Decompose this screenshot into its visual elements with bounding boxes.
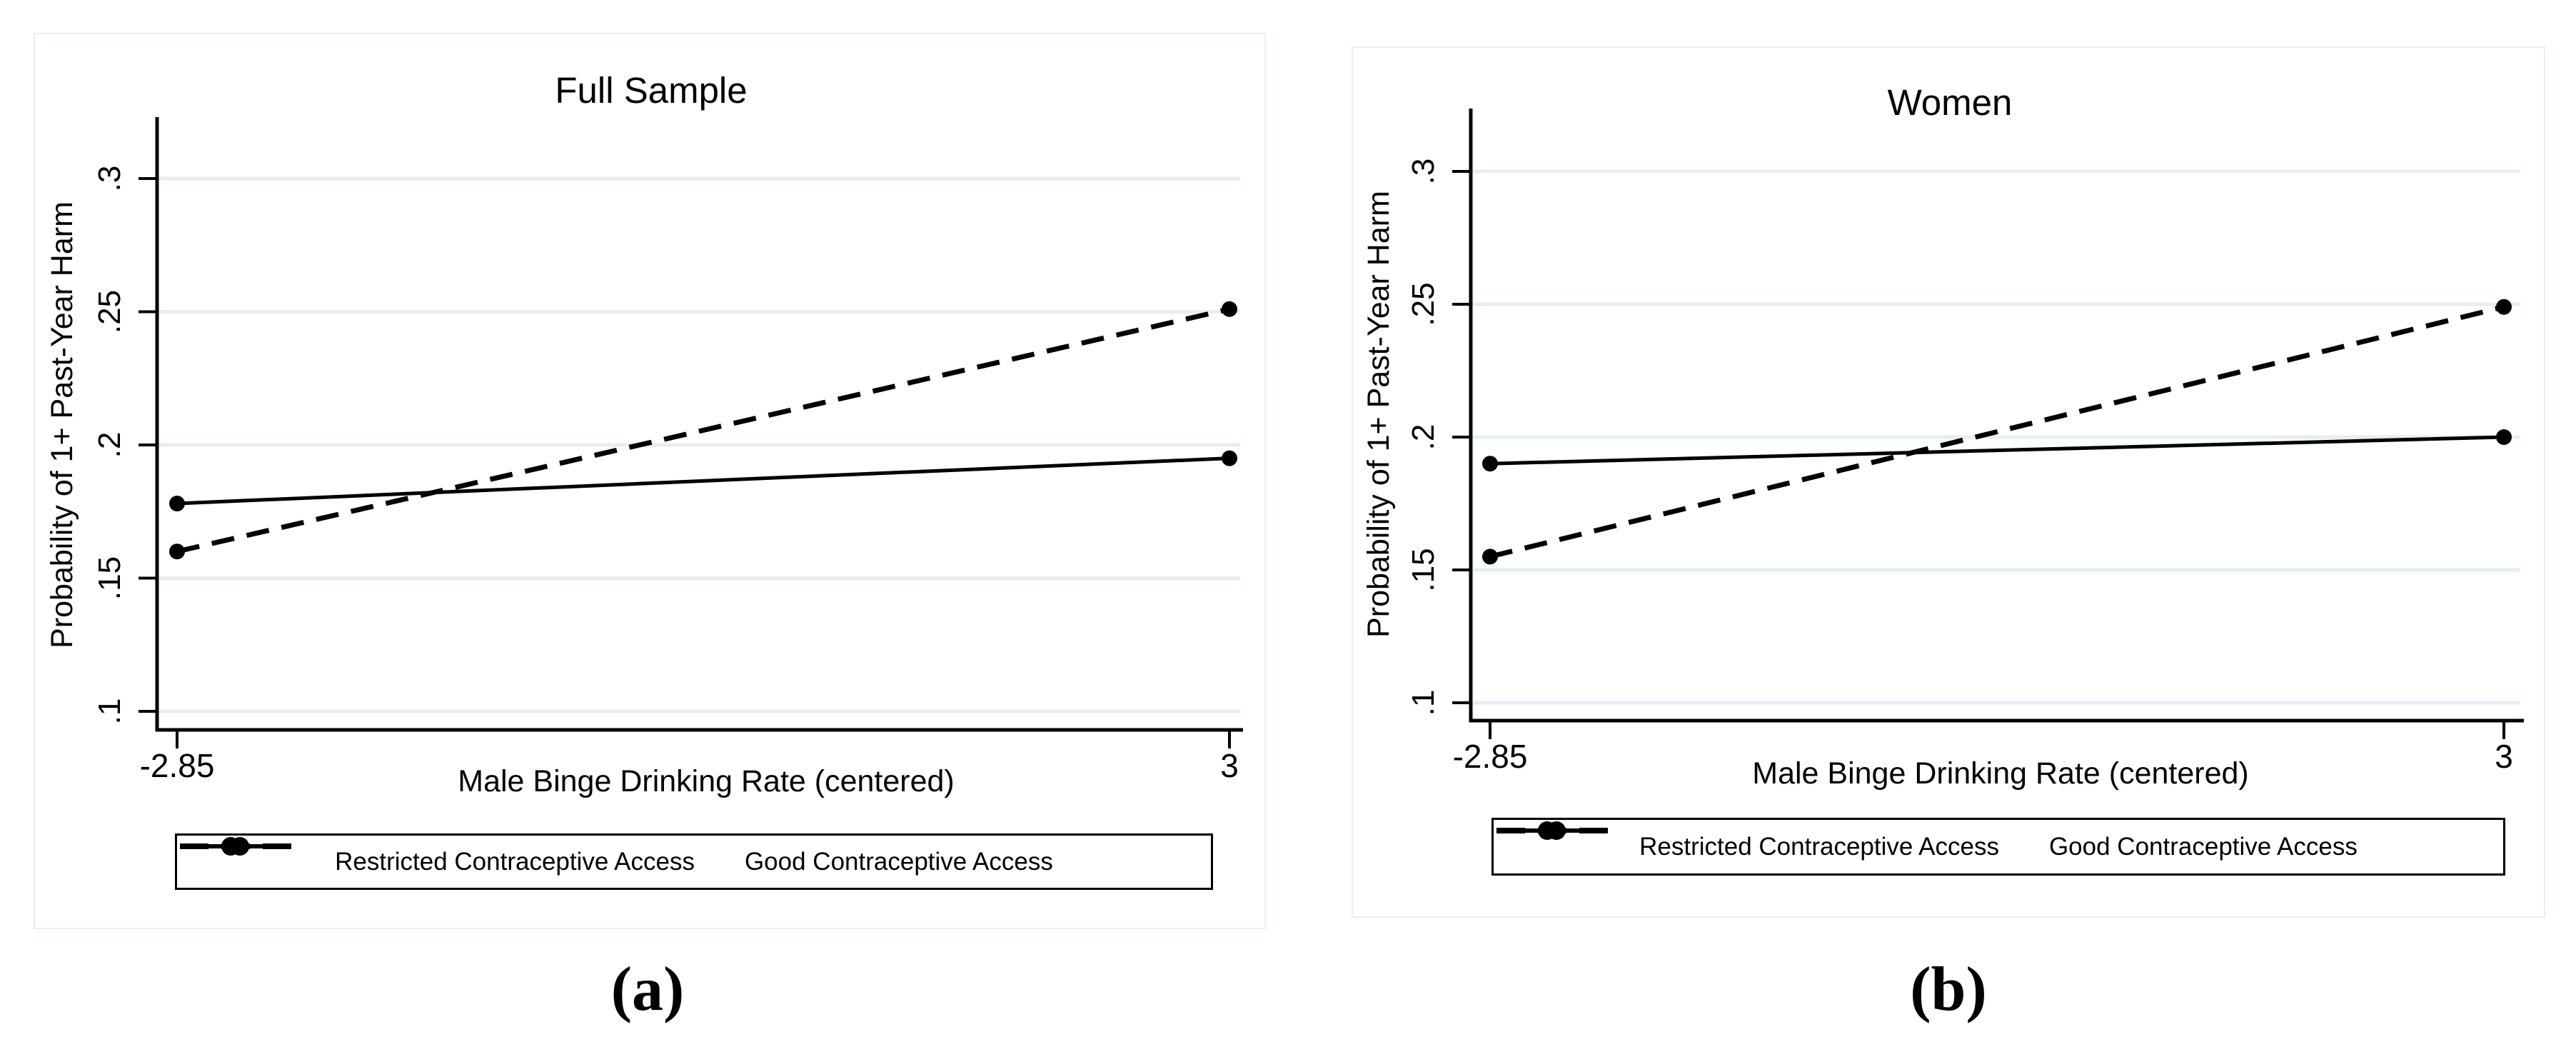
data-point-marker bbox=[2496, 429, 2512, 445]
subfigure-caption-b: (b) bbox=[1910, 955, 1987, 1024]
x-tick-label: -2.85 bbox=[1453, 738, 1528, 775]
series-layer: .1 .15 .2 .25 .3 -2.85 3 bbox=[1406, 159, 2513, 775]
x-tick-label: -2.85 bbox=[140, 747, 215, 784]
solid-series-line bbox=[1489, 435, 2505, 466]
chart-title: Women bbox=[1888, 82, 2013, 123]
x-axis-title: Male Binge Drinking Rate (centered) bbox=[458, 764, 955, 798]
dashed-series-line bbox=[1489, 304, 2505, 559]
legend-entry-good: Good Contraceptive Access bbox=[1496, 821, 2358, 861]
chart-svg-women: Women Probability of 1+ Past-Year Harm M… bbox=[1362, 82, 2524, 791]
y-tick-label: .2 bbox=[92, 432, 127, 459]
legend-entry-restricted: Restricted Contraceptive Access bbox=[180, 837, 695, 876]
y-tick-label: .1 bbox=[92, 698, 127, 725]
y-tick-label: .15 bbox=[1406, 548, 1441, 591]
subfigure-caption-a: (a) bbox=[610, 955, 685, 1024]
y-tick-label: .15 bbox=[92, 556, 127, 600]
grid-layer bbox=[159, 176, 1240, 713]
y-tick-label: .3 bbox=[92, 166, 127, 192]
legend-entry-good: Good Contraceptive Access bbox=[180, 837, 1053, 876]
x-tick-label: 3 bbox=[2495, 738, 2513, 775]
legend-label-good: Good Contraceptive Access bbox=[744, 847, 1053, 876]
data-point-marker bbox=[169, 496, 185, 512]
x-tick-label: 3 bbox=[1220, 747, 1239, 784]
y-tick-label: .25 bbox=[92, 290, 127, 334]
data-point-marker bbox=[2496, 299, 2512, 315]
data-point-marker bbox=[1482, 456, 1498, 472]
data-point-marker bbox=[1222, 450, 1237, 466]
solid-line-marker-icon bbox=[180, 837, 281, 856]
chart-title: Full Sample bbox=[555, 70, 747, 111]
y-tick-label: .2 bbox=[1406, 424, 1441, 451]
chart-panel-full-sample: Full Sample Probability of 1+ Past-Year … bbox=[34, 33, 1266, 929]
grid-layer bbox=[1473, 169, 2520, 705]
legend: Restricted Contraceptive Access Good Con… bbox=[1491, 818, 2505, 876]
solid-line-marker-icon bbox=[1496, 821, 1598, 840]
dashed-series-line bbox=[176, 306, 1230, 554]
legend-label-good: Good Contraceptive Access bbox=[2048, 832, 2358, 861]
series-layer: .1 .15 .2 .25 .3 -2.85 3 bbox=[92, 166, 1239, 784]
legend: Restricted Contraceptive Access Good Con… bbox=[175, 833, 1213, 890]
data-point-marker bbox=[1482, 548, 1498, 565]
y-tick-label: .1 bbox=[1406, 690, 1441, 716]
data-point-marker bbox=[1222, 301, 1237, 317]
y-axis-title: Probability of 1+ Past-Year Harm bbox=[45, 201, 79, 648]
y-tick-label: .3 bbox=[1406, 159, 1441, 185]
y-tick-label: .25 bbox=[1406, 282, 1441, 326]
data-point-marker bbox=[169, 543, 185, 560]
legend-label-restricted: Restricted Contraceptive Access bbox=[1639, 832, 1999, 861]
y-axis-title: Probability of 1+ Past-Year Harm bbox=[1362, 191, 1396, 638]
legend-entry-restricted: Restricted Contraceptive Access bbox=[1496, 821, 1999, 861]
solid-series-line bbox=[176, 456, 1230, 506]
legend-label-restricted: Restricted Contraceptive Access bbox=[335, 847, 695, 876]
x-axis-title: Male Binge Drinking Rate (centered) bbox=[1752, 756, 2249, 791]
chart-svg-full-sample: Full Sample Probability of 1+ Past-Year … bbox=[45, 70, 1243, 798]
chart-panel-women: Women Probability of 1+ Past-Year Harm M… bbox=[1352, 46, 2545, 918]
